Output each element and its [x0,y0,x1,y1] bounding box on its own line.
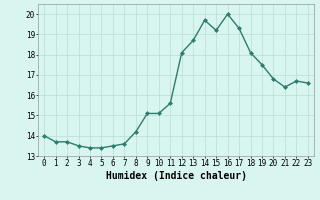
X-axis label: Humidex (Indice chaleur): Humidex (Indice chaleur) [106,171,246,181]
